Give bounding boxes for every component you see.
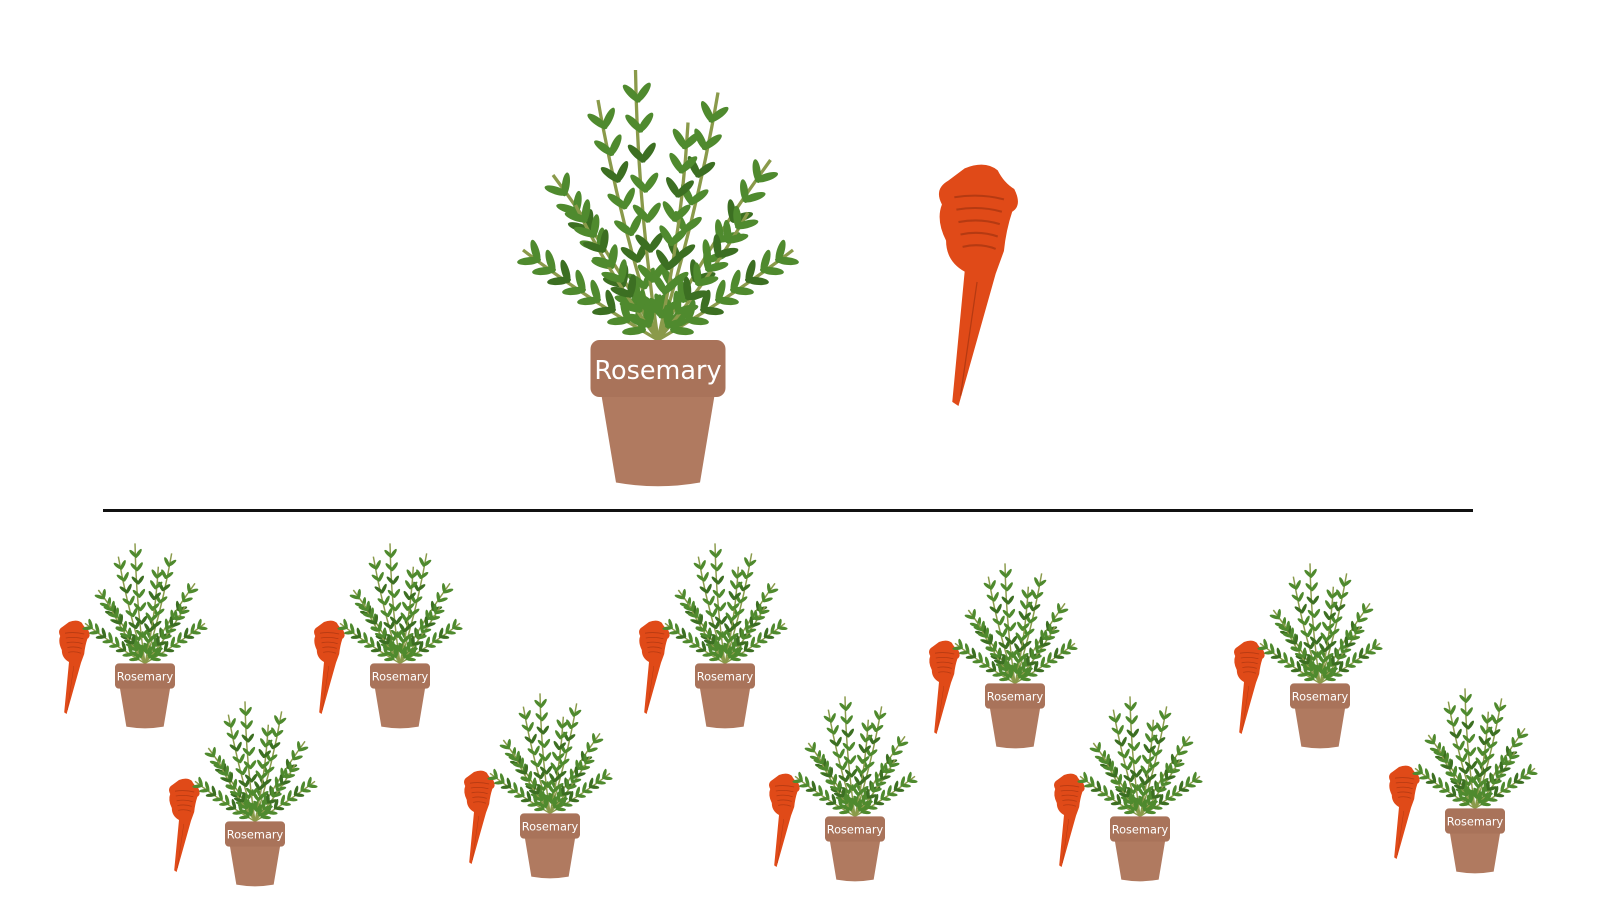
svg-text:Rosemary: Rosemary: [372, 670, 429, 684]
svg-text:Rosemary: Rosemary: [697, 670, 754, 684]
svg-text:Rosemary: Rosemary: [827, 823, 884, 837]
watering-spike-icon: [169, 778, 200, 872]
potted-rosemary-icon: Rosemary: [952, 563, 1078, 749]
svg-text:Rosemary: Rosemary: [117, 670, 174, 684]
potted-rosemary-icon: Rosemary: [1077, 696, 1203, 882]
watering-spike-icon: [639, 620, 670, 714]
potted-rosemary-icon: Rosemary: [1412, 688, 1538, 874]
svg-text:Rosemary: Rosemary: [987, 690, 1044, 704]
potted-rosemary-icon: Rosemary: [662, 543, 788, 729]
svg-text:Rosemary: Rosemary: [1112, 823, 1169, 837]
watering-spike-icon: [938, 164, 1018, 406]
potted-rosemary-icon: Rosemary: [1257, 563, 1383, 749]
watering-spike-icon: [1234, 640, 1265, 734]
potted-rosemary-icon: Rosemary: [82, 543, 208, 729]
potted-rosemary-icon: Rosemary: [337, 543, 463, 729]
potted-rosemary-icon: Rosemary: [487, 693, 613, 879]
watering-spike-icon: [59, 620, 90, 714]
svg-text:Rosemary: Rosemary: [227, 828, 284, 842]
potted-rosemary-icon: Rosemary: [517, 69, 799, 487]
potted-rosemary-icon: Rosemary: [192, 701, 318, 887]
watering-spike-icon: [1054, 773, 1085, 867]
potted-rosemary-icon: Rosemary: [792, 696, 918, 882]
watering-spike-icon: [1389, 765, 1420, 859]
divider-line: [103, 509, 1473, 512]
watering-spike-icon: [929, 640, 960, 734]
watering-spike-icon: [314, 620, 345, 714]
svg-text:Rosemary: Rosemary: [1447, 815, 1504, 829]
svg-text:Rosemary: Rosemary: [522, 820, 579, 834]
watering-spike-icon: [464, 770, 495, 864]
svg-text:Rosemary: Rosemary: [594, 356, 721, 386]
watering-spike-icon: [769, 773, 800, 867]
svg-text:Rosemary: Rosemary: [1292, 690, 1349, 704]
